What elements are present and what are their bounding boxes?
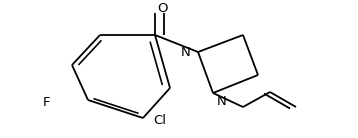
Text: Cl: Cl: [154, 113, 166, 127]
Text: F: F: [43, 96, 51, 109]
Text: O: O: [158, 2, 168, 14]
Text: N: N: [217, 95, 227, 108]
Text: N: N: [180, 46, 190, 59]
